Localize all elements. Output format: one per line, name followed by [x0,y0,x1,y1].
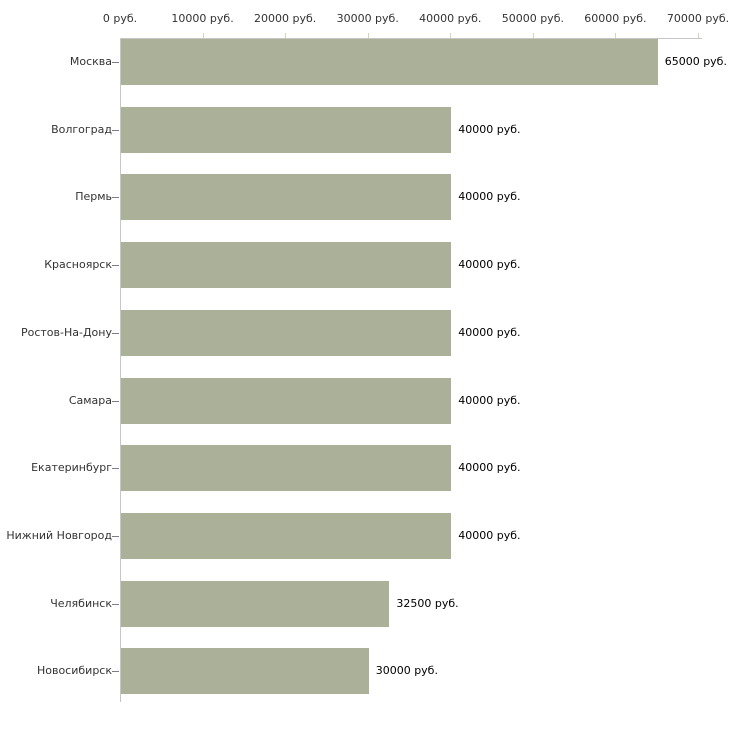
bar-7 [121,445,452,492]
bar-8 [121,512,452,559]
category-label: Екатеринбург [31,461,112,475]
x-axis-tick-mark [615,33,617,38]
x-axis-tick-mark [698,33,699,38]
category-tick-mark [112,401,119,402]
value-label: 40000 руб. [458,325,521,339]
value-label: 40000 руб. [458,528,521,542]
category-label: Челябинск [50,596,112,610]
bar-4 [121,242,452,289]
x-axis-tick-label: 50000 руб. [501,12,564,25]
value-label: 40000 руб. [458,258,521,272]
category-tick-mark [112,62,119,63]
category-label: Новосибирск [36,664,112,678]
x-axis-tick-mark [285,33,287,38]
x-axis-tick-label: 60000 руб. [584,12,647,25]
category-label: Москва [69,55,112,68]
x-axis-line [120,38,702,39]
category-label: Волгоград [51,122,112,136]
category-tick-mark [112,265,119,266]
value-label: 40000 руб. [458,122,521,136]
x-axis-tick-mark [532,33,534,38]
x-axis-tick-label: 70000 руб. [666,12,730,25]
bar-1 [121,39,658,85]
x-axis-tick-label: 40000 руб. [419,12,482,25]
x-axis-tick-mark [450,33,452,38]
x-axis-tick-mark [202,33,204,38]
category-tick-mark [112,197,119,198]
value-label: 40000 руб. [458,461,521,475]
value-label: 30000 руб. [375,664,438,678]
category-label: Ростов-На-Дону [20,325,112,339]
category-tick-mark [112,604,119,605]
category-label: Нижний Новгород [6,528,112,542]
category-label: Самара [68,393,112,407]
value-label: 40000 руб. [458,393,521,407]
x-axis-tick-mark [367,33,369,38]
category-label: Красноярск [44,258,112,272]
bar-2 [121,106,452,153]
category-tick-mark [112,536,119,537]
bar-6 [121,377,452,424]
category-tick-mark [112,468,119,469]
bar-10 [121,648,369,695]
x-axis-tick-label: 20000 руб. [254,12,317,25]
category-label: Пермь [75,190,112,204]
value-label: 65000 руб. [664,55,727,68]
value-label: 32500 руб. [396,596,459,610]
bar-5 [121,309,452,356]
category-tick-mark [112,333,119,334]
x-axis-tick-label: 10000 руб. [171,12,234,25]
value-label: 40000 руб. [458,190,521,204]
x-axis-tick-label: 0 руб. [102,12,138,25]
bar-3 [121,174,452,221]
category-tick-mark [112,130,119,131]
bar-9 [121,580,390,627]
x-axis-tick-label: 30000 руб. [336,12,399,25]
category-tick-mark [112,671,119,672]
y-axis-line [120,38,121,702]
